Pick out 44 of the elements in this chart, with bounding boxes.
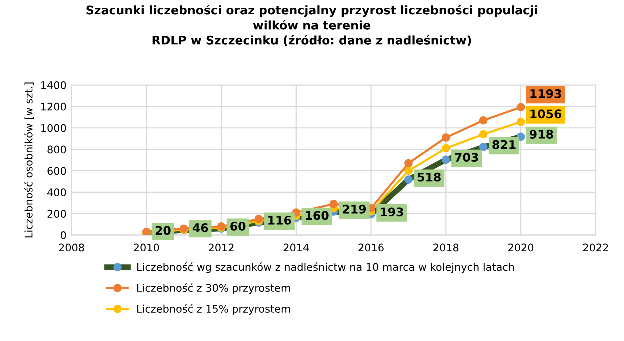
x-tick-label: 2010 bbox=[134, 244, 160, 252]
x-tick-label: 2020 bbox=[508, 244, 534, 252]
data-label: 116 bbox=[268, 216, 292, 225]
y-tick-label: 800 bbox=[48, 146, 66, 154]
y-tick-label: 200 bbox=[48, 210, 66, 218]
data-label: 918 bbox=[530, 130, 554, 139]
point bbox=[442, 134, 450, 142]
data-label: 821 bbox=[492, 140, 516, 150]
point bbox=[516, 118, 526, 126]
data-label: 160 bbox=[306, 211, 329, 220]
point bbox=[404, 159, 413, 168]
x-tick-label: 2014 bbox=[284, 244, 310, 252]
x-tick-label: 2022 bbox=[583, 244, 608, 252]
data-label: 46 bbox=[192, 223, 208, 232]
point bbox=[479, 130, 488, 139]
x-tick-label: 2012 bbox=[209, 244, 234, 252]
y-tick-label: 1000 bbox=[42, 124, 66, 132]
y-tick-label: 400 bbox=[48, 188, 66, 197]
data-label: 219 bbox=[343, 204, 366, 214]
data-label: 703 bbox=[455, 153, 478, 162]
data-label: 1193 bbox=[530, 89, 562, 98]
data-label: 20 bbox=[156, 226, 171, 236]
data-label: 518 bbox=[418, 172, 441, 182]
x-tick-label: 2016 bbox=[358, 244, 384, 252]
y-tick-label: 0 bbox=[60, 232, 66, 240]
point bbox=[442, 144, 450, 153]
y-axis-title: Liczebność osobników [w szt.] bbox=[24, 82, 34, 238]
legend-label: Liczebność wg szacunków z nadleśnictw na 10 marca w kolejnych latach bbox=[138, 262, 514, 274]
legend-label: Liczebność z 15% przyrostem bbox=[138, 304, 290, 315]
legend-label: Liczebność z 30% przyrostem bbox=[138, 284, 290, 294]
point bbox=[254, 215, 264, 224]
data-label: 193 bbox=[380, 208, 404, 217]
chart-title: Szacunki liczebności oraz potencjalny przyrost liczebności populacji wilków na terenie RDLP w Szczecinku (źródło: dane z nadleśnictw) bbox=[86, 5, 538, 46]
data-label: 60 bbox=[230, 222, 246, 231]
y-tick-label: 1200 bbox=[42, 102, 66, 111]
data-label: 1056 bbox=[530, 110, 562, 119]
point bbox=[516, 103, 526, 112]
x-tick-label: 2018 bbox=[434, 244, 459, 252]
point bbox=[404, 166, 413, 176]
point bbox=[479, 116, 488, 125]
y-tick-label: 600 bbox=[48, 167, 66, 176]
x-tick-label: 2008 bbox=[59, 244, 84, 252]
point bbox=[330, 200, 338, 208]
y-tick-label: 1400 bbox=[42, 81, 66, 90]
